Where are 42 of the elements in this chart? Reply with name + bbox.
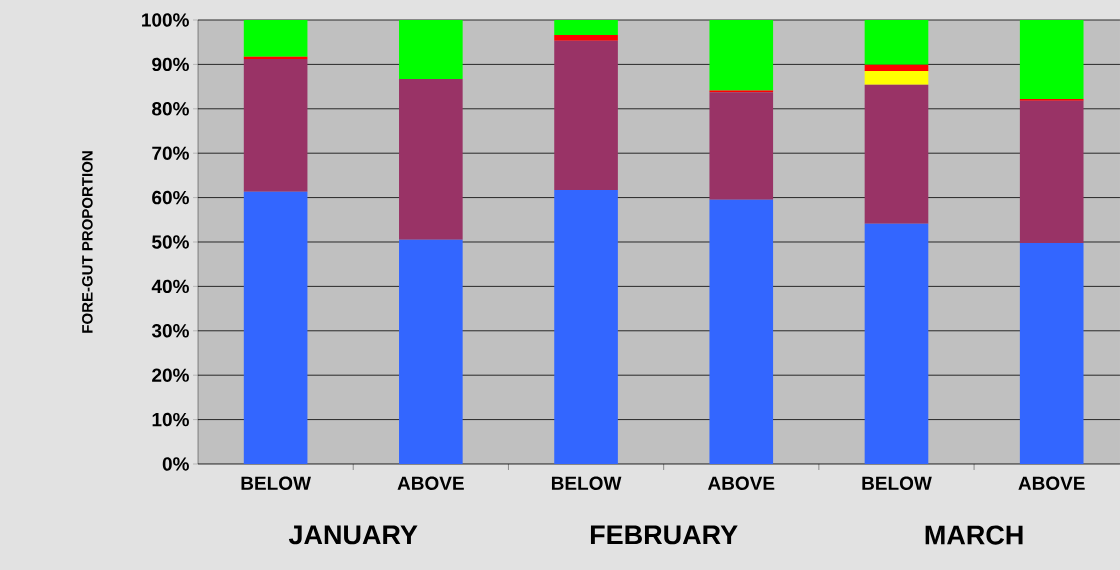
y-tick-label: 60% — [152, 190, 189, 205]
bar — [399, 79, 463, 240]
x-tick-label: ABOVE — [707, 476, 775, 490]
text: MARCH — [925, 525, 1023, 545]
y-tick-label: 80% — [152, 102, 189, 116]
y-tick-label: 0% — [162, 457, 189, 471]
x-tick-label: ABOVE — [397, 476, 464, 490]
bar — [1019, 242, 1084, 464]
bar — [243, 20, 308, 57]
bar — [709, 199, 774, 464]
bar — [554, 190, 618, 464]
bar — [864, 71, 929, 85]
y-tick-label: 30% — [151, 324, 189, 338]
y-tick-label: 50% — [152, 235, 189, 249]
y-tick-label: 40% — [151, 279, 189, 294]
bar — [554, 40, 618, 191]
bar — [864, 64, 929, 72]
text: JANUARY — [288, 525, 418, 545]
bar — [243, 191, 308, 464]
y-tick-label: 20% — [152, 368, 189, 382]
bar — [554, 35, 618, 41]
y-tick-label: 90% — [152, 57, 189, 72]
x-tick-label: BELOW — [551, 476, 622, 490]
text: FEBRUARY — [590, 525, 738, 545]
bar — [864, 20, 929, 65]
x-tick-label: BELOW — [241, 476, 311, 490]
bar — [243, 59, 308, 192]
bar — [864, 223, 929, 464]
y-tick-label: 70% — [152, 146, 189, 160]
bar — [399, 20, 463, 80]
bar — [554, 20, 618, 36]
bar — [1019, 100, 1084, 243]
bar — [1019, 20, 1084, 100]
bar — [864, 84, 929, 224]
y-tick-label: 100% — [142, 13, 189, 27]
x-tick-label: BELOW — [862, 476, 932, 490]
bar — [709, 20, 774, 91]
bar — [709, 92, 774, 200]
y-axis-title: FORE-GUT PROPORTION — [82, 151, 93, 333]
x-tick-label: ABOVE — [1018, 476, 1085, 490]
y-tick-label: 10% — [152, 412, 189, 427]
bar — [399, 239, 463, 464]
